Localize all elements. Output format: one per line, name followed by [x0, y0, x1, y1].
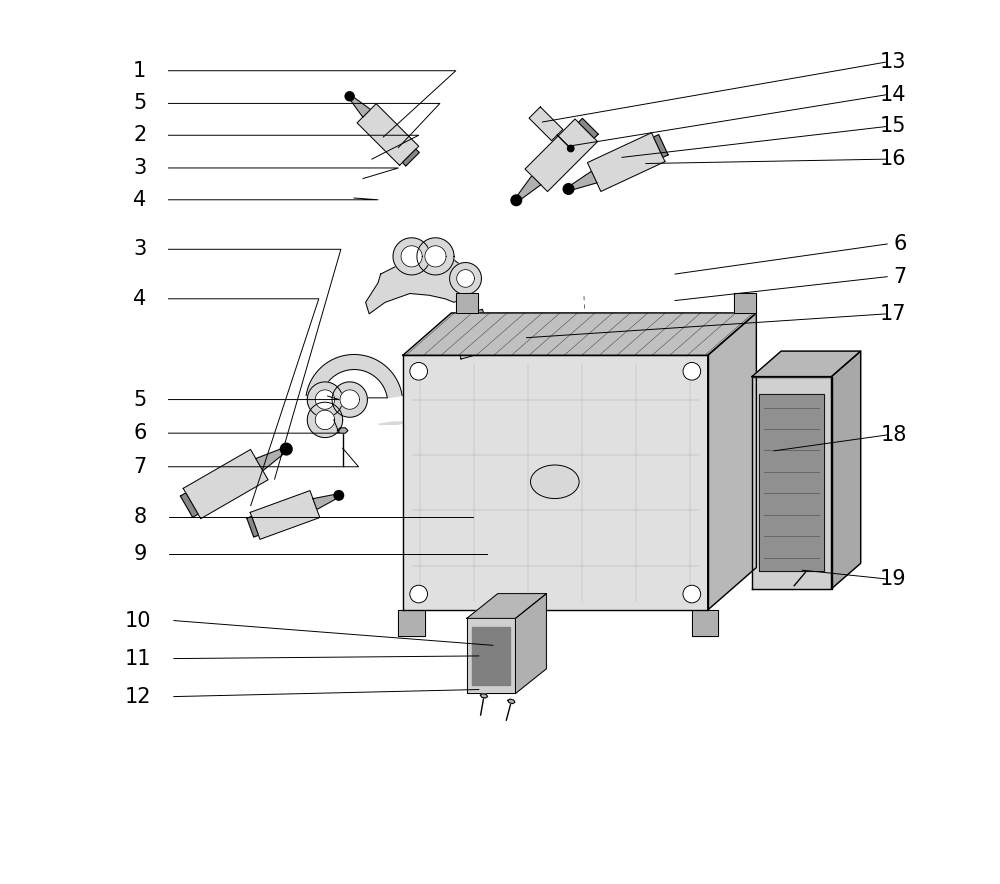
Circle shape [334, 491, 344, 500]
Polygon shape [578, 118, 598, 138]
Polygon shape [587, 133, 665, 192]
Polygon shape [357, 103, 419, 165]
Text: 11: 11 [124, 649, 151, 668]
Polygon shape [832, 351, 861, 589]
Text: 10: 10 [124, 611, 151, 630]
Polygon shape [759, 394, 824, 571]
Text: 7: 7 [893, 267, 907, 286]
Text: 16: 16 [880, 149, 907, 169]
Polygon shape [692, 610, 718, 636]
Text: 13: 13 [880, 52, 907, 72]
Polygon shape [515, 594, 546, 693]
Polygon shape [752, 377, 832, 589]
Text: 6: 6 [133, 423, 147, 443]
Polygon shape [307, 402, 343, 438]
Polygon shape [480, 694, 488, 698]
Circle shape [511, 195, 522, 206]
Polygon shape [307, 382, 343, 417]
Polygon shape [247, 516, 259, 537]
Polygon shape [457, 270, 474, 287]
Polygon shape [467, 594, 546, 619]
Polygon shape [515, 176, 541, 202]
Polygon shape [812, 556, 820, 564]
Polygon shape [315, 390, 335, 409]
Text: 5: 5 [133, 94, 146, 113]
Polygon shape [568, 171, 597, 191]
Polygon shape [401, 246, 422, 267]
Polygon shape [306, 354, 402, 398]
Text: 8: 8 [133, 507, 146, 527]
Polygon shape [734, 293, 756, 313]
Polygon shape [378, 422, 411, 424]
Circle shape [280, 443, 292, 455]
Circle shape [410, 362, 428, 380]
Polygon shape [256, 447, 287, 470]
Text: 9: 9 [133, 545, 147, 564]
Text: 5: 5 [133, 390, 146, 409]
Polygon shape [472, 628, 510, 684]
Circle shape [568, 145, 574, 152]
Polygon shape [348, 95, 370, 117]
Polygon shape [313, 494, 339, 509]
Ellipse shape [530, 465, 579, 499]
Text: 7: 7 [133, 457, 146, 476]
Text: 15: 15 [880, 117, 907, 136]
Polygon shape [708, 313, 756, 610]
Circle shape [563, 184, 574, 194]
Polygon shape [315, 410, 335, 430]
Polygon shape [525, 119, 598, 192]
Polygon shape [183, 449, 268, 519]
Polygon shape [337, 428, 348, 433]
Polygon shape [417, 238, 454, 275]
Polygon shape [398, 610, 425, 636]
Text: 18: 18 [880, 425, 907, 445]
Polygon shape [402, 149, 419, 166]
Text: 6: 6 [893, 234, 907, 254]
Text: 17: 17 [880, 304, 907, 324]
Circle shape [683, 585, 701, 603]
Polygon shape [366, 256, 472, 314]
Polygon shape [752, 351, 861, 377]
Polygon shape [450, 309, 493, 359]
Polygon shape [340, 390, 359, 409]
Text: 1: 1 [133, 61, 146, 80]
Polygon shape [450, 263, 481, 294]
Text: 12: 12 [124, 687, 151, 706]
Polygon shape [403, 355, 708, 610]
Text: 4: 4 [133, 289, 146, 309]
Polygon shape [508, 699, 515, 704]
Polygon shape [403, 313, 756, 355]
Text: 4: 4 [133, 190, 146, 210]
Text: 3: 3 [133, 240, 146, 259]
Circle shape [410, 585, 428, 603]
Circle shape [345, 92, 354, 101]
Polygon shape [250, 491, 320, 539]
Text: 19: 19 [880, 569, 907, 589]
Polygon shape [529, 107, 563, 141]
Polygon shape [332, 382, 367, 417]
Polygon shape [425, 246, 446, 267]
Text: 3: 3 [133, 158, 146, 178]
Text: 2: 2 [133, 126, 146, 145]
Text: 14: 14 [880, 85, 907, 104]
Polygon shape [654, 134, 668, 157]
Polygon shape [180, 493, 198, 517]
Polygon shape [393, 238, 430, 275]
Polygon shape [456, 293, 478, 313]
Circle shape [683, 362, 701, 380]
Polygon shape [467, 619, 515, 693]
